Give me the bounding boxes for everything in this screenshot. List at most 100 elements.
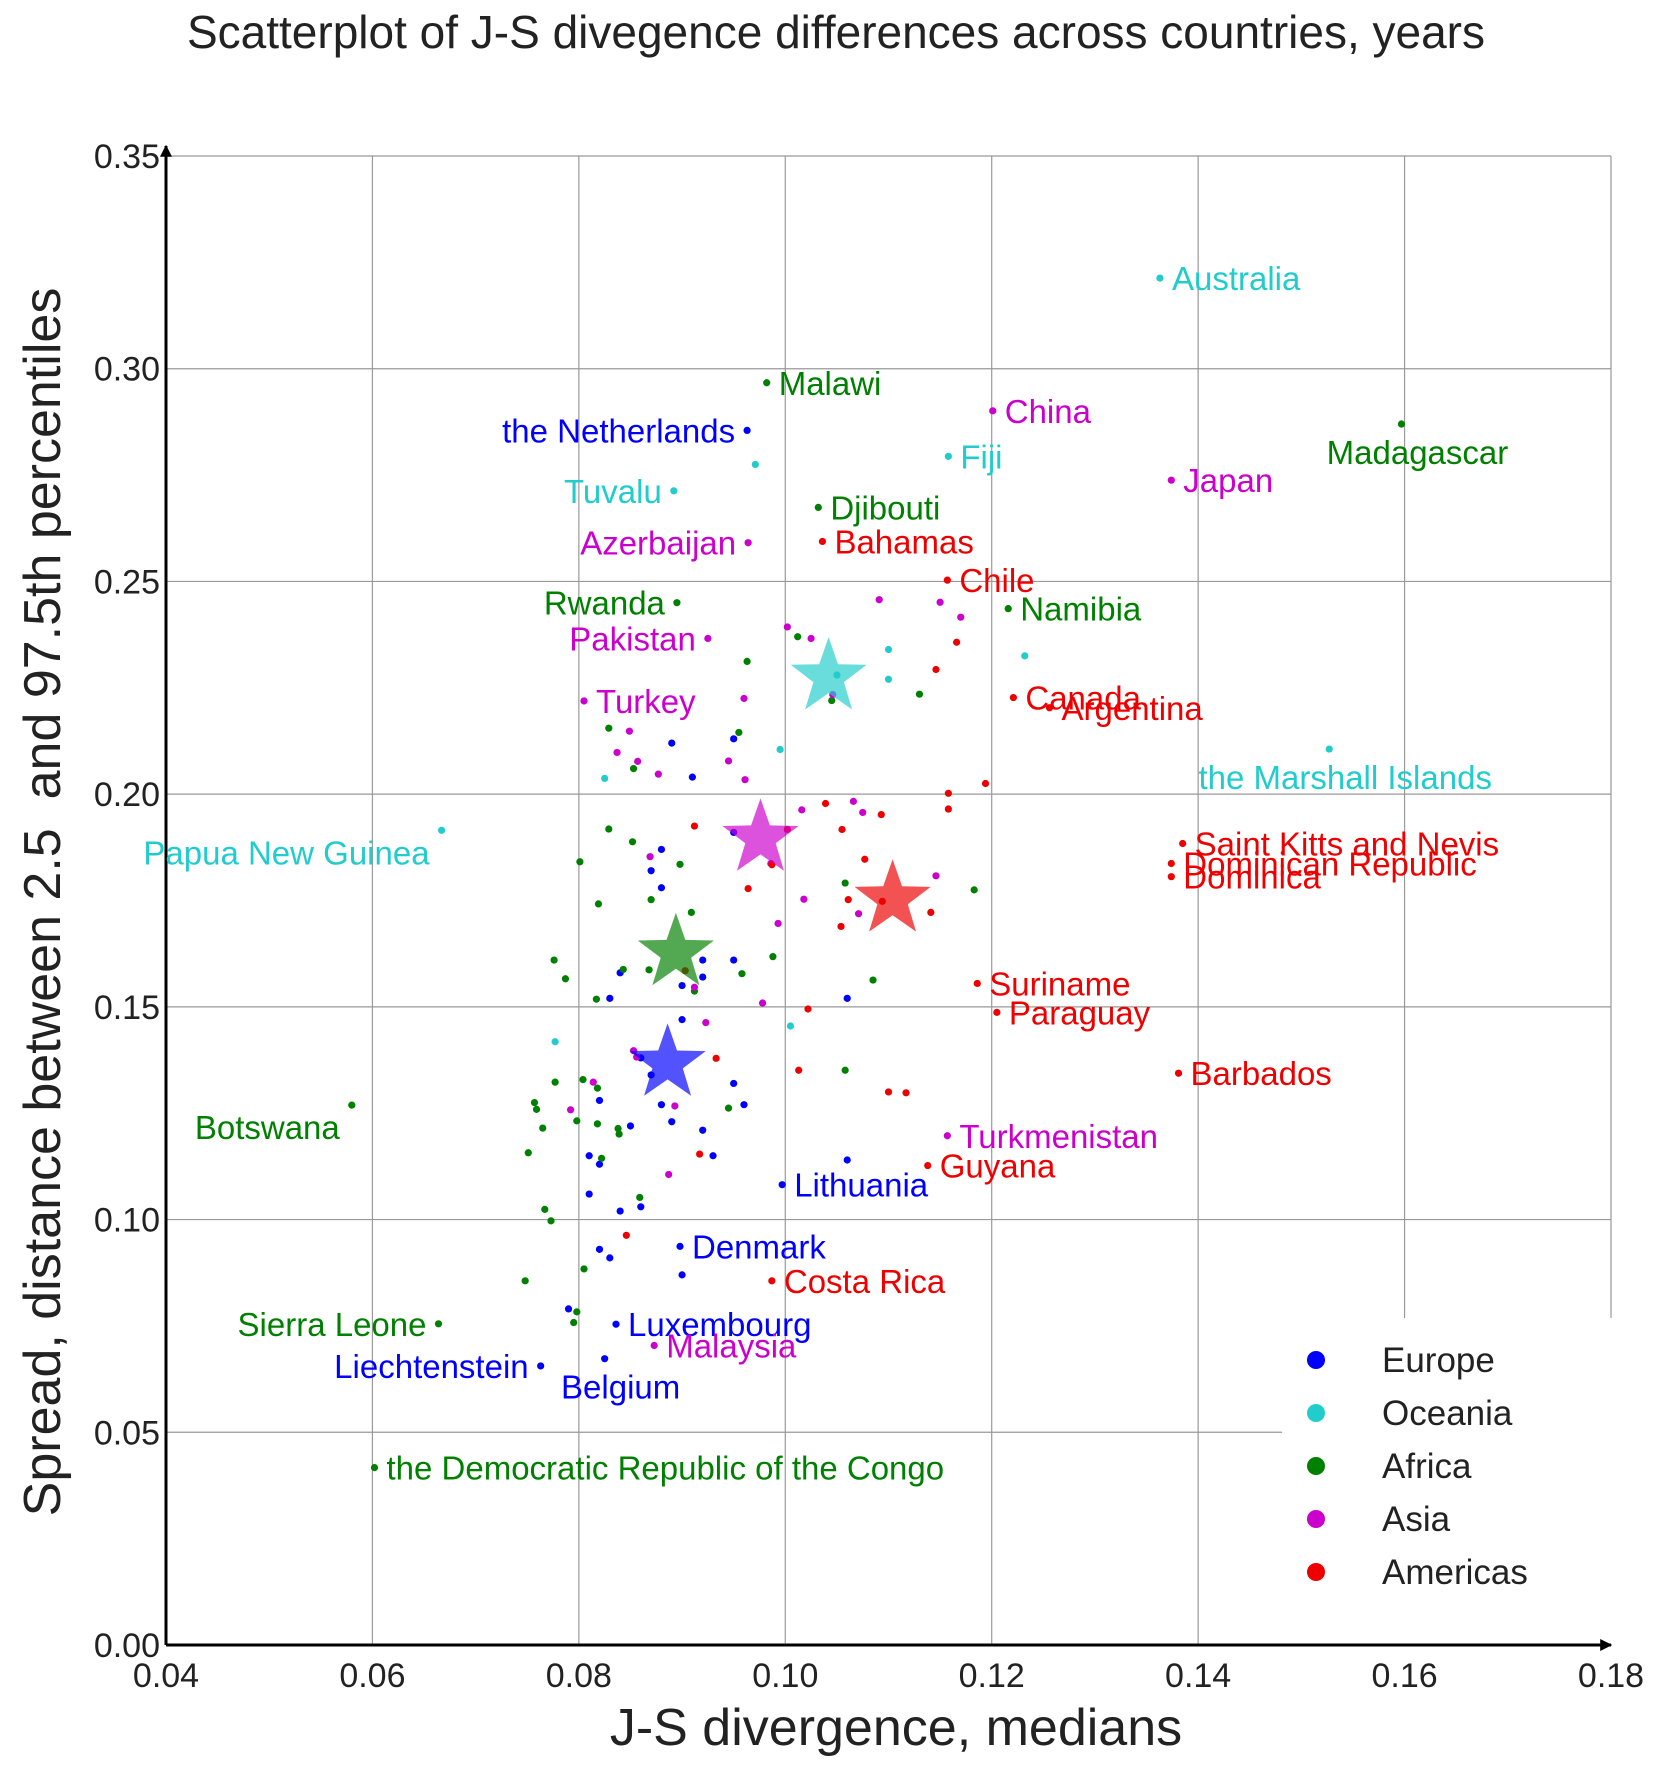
africa-labeled-point xyxy=(348,1101,356,1109)
oceania-point xyxy=(884,675,893,683)
americas-point-label: Guyana xyxy=(940,1148,1056,1185)
africa-labeled-point xyxy=(673,599,681,607)
africa-point xyxy=(580,1265,588,1273)
europe-labeled-point xyxy=(601,1355,609,1363)
asia-labeled-point xyxy=(1167,476,1175,484)
americas-labeled-point xyxy=(1179,839,1187,848)
europe-point xyxy=(740,1101,748,1109)
legend-marker-asia xyxy=(1307,1510,1325,1528)
americas-point-label: Argentina xyxy=(1062,690,1204,727)
africa-point xyxy=(828,696,836,705)
americas-labeled-point xyxy=(1174,1069,1183,1077)
africa-labeled-point xyxy=(434,1320,443,1328)
africa-point xyxy=(615,1130,623,1138)
asia-point xyxy=(741,776,749,784)
asia-point xyxy=(654,770,662,778)
americas-point xyxy=(844,896,852,904)
americas-point xyxy=(927,908,935,917)
africa-point xyxy=(769,953,777,961)
europe-labeled-point xyxy=(743,426,751,435)
europe-point xyxy=(699,1126,707,1134)
africa-point xyxy=(530,1098,539,1107)
africa-point xyxy=(576,858,584,866)
oceania-point xyxy=(776,745,784,754)
africa-labeled-point xyxy=(763,379,771,387)
americas-point-label: Chile xyxy=(959,562,1034,599)
americas-point-label: Barbados xyxy=(1191,1055,1332,1092)
europe-labeled-point xyxy=(778,1181,786,1189)
asia-point-label: Azerbaijan xyxy=(580,525,736,562)
americas-point-label: Bahamas xyxy=(834,523,973,560)
asia-point xyxy=(758,999,767,1007)
legend-label-americas: Americas xyxy=(1382,1553,1528,1592)
europe-point xyxy=(606,994,614,1002)
americas-point xyxy=(932,665,940,674)
africa-point xyxy=(794,633,802,641)
asia-point-label: Japan xyxy=(1183,462,1273,499)
americas-point xyxy=(744,884,752,893)
asia-point xyxy=(798,806,806,814)
americas-labeled-point xyxy=(943,576,951,584)
oceania-centroid-star xyxy=(790,637,867,710)
x-tick-label: 0.16 xyxy=(1371,1657,1437,1695)
europe-point xyxy=(668,1118,676,1126)
africa-point xyxy=(735,728,743,737)
europe-point xyxy=(688,773,696,781)
centroid-stars xyxy=(629,637,931,1096)
asia-labeled-point xyxy=(704,634,712,643)
legend-label-oceania: Oceania xyxy=(1382,1394,1513,1433)
americas-labeled-point xyxy=(1009,693,1017,702)
asia-point xyxy=(854,910,863,918)
europe-point xyxy=(626,1122,635,1130)
x-tick-label: 0.12 xyxy=(959,1657,1025,1695)
asia-point xyxy=(634,757,642,765)
americas-labeled-point xyxy=(924,1161,932,1170)
americas-point xyxy=(821,799,830,808)
oceania-point xyxy=(551,1038,559,1046)
africa-point xyxy=(524,1149,532,1157)
oceania-labeled-point xyxy=(1156,274,1164,282)
europe-point xyxy=(564,1305,573,1313)
europe-point xyxy=(647,867,655,875)
asia-labeled-point xyxy=(744,539,752,547)
y-tick-label: 0.20 xyxy=(94,776,160,814)
americas-point xyxy=(877,810,885,819)
x-axis-label: J-S divergence, medians xyxy=(610,1699,1182,1757)
asia-labeled-point xyxy=(943,1132,951,1140)
oceania-point-label: Australia xyxy=(1172,260,1301,297)
asia-point xyxy=(665,1170,673,1179)
africa-point xyxy=(573,1117,581,1125)
legend-marker-africa xyxy=(1307,1457,1325,1475)
europe-point xyxy=(637,1203,645,1211)
americas-point-label: Suriname xyxy=(989,965,1130,1002)
asia-point xyxy=(807,634,815,643)
asia-point-label: Malaysia xyxy=(666,1327,797,1364)
asia-labeled-point xyxy=(580,697,588,705)
y-tick-label: 0.30 xyxy=(94,351,160,389)
africa-centroid-star xyxy=(637,912,714,986)
oceania-labeled-point xyxy=(670,487,678,495)
africa-point xyxy=(645,966,653,974)
europe-point xyxy=(595,1245,604,1253)
europe-point xyxy=(668,739,676,747)
europe-point xyxy=(843,1156,851,1164)
africa-point-label: the Democratic Republic of the Congo xyxy=(386,1450,944,1487)
y-tick-label: 0.25 xyxy=(94,563,160,601)
grid xyxy=(166,155,1612,1645)
asia-point xyxy=(957,613,965,621)
oceania-point xyxy=(884,645,893,654)
africa-point xyxy=(915,690,924,698)
africa-point xyxy=(541,1205,549,1213)
europe-point xyxy=(730,1079,738,1088)
americas-point xyxy=(944,789,952,797)
asia-point xyxy=(567,1106,575,1114)
africa-point xyxy=(570,1318,578,1327)
oceania-point xyxy=(601,774,609,783)
europe-point xyxy=(657,845,666,854)
africa-point xyxy=(970,886,978,894)
europe-point-label: Luxembourg xyxy=(628,1306,811,1343)
asia-point xyxy=(932,872,940,880)
oceania-labeled-point xyxy=(437,826,446,834)
europe-point xyxy=(595,1160,604,1168)
asia-point-label: China xyxy=(1005,393,1092,430)
